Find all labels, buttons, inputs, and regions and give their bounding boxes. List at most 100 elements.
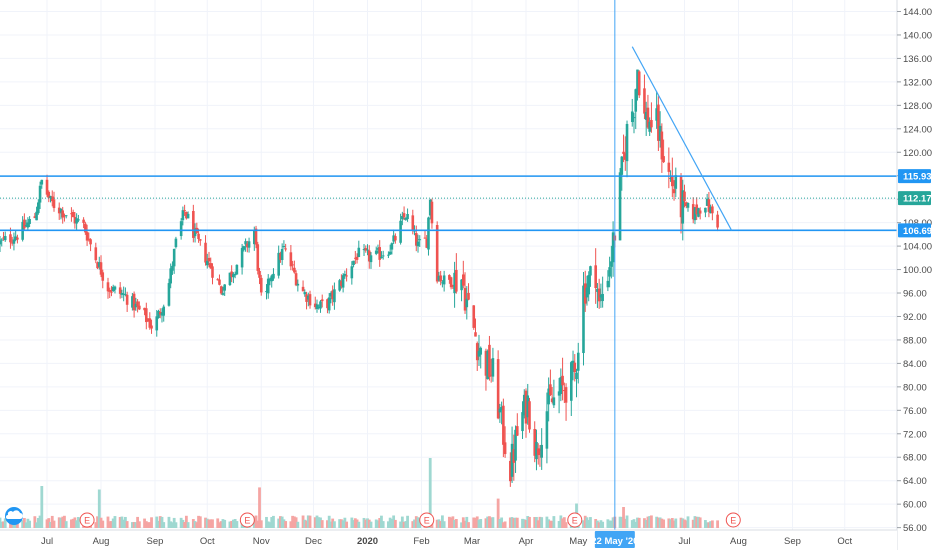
- volume-bar: [364, 519, 368, 528]
- volume-bar: [108, 521, 112, 528]
- volume-bar: [327, 515, 331, 528]
- candle-body: [345, 275, 348, 277]
- candle-body: [232, 273, 235, 278]
- candle-body: [441, 282, 444, 284]
- volume-bar: [28, 520, 32, 528]
- volume-bar: [352, 520, 355, 528]
- volume-bar: [219, 521, 223, 528]
- candle-body: [172, 248, 176, 267]
- volume-bar: [50, 515, 54, 528]
- volume-bar: [716, 520, 719, 528]
- candle-body: [589, 266, 592, 276]
- candle-body: [557, 391, 561, 396]
- volume-bar: [404, 521, 408, 528]
- volume-bar: [345, 521, 349, 528]
- candle-body: [106, 282, 110, 292]
- earnings-marker-label: E: [572, 516, 578, 526]
- time-tick-label: 2020: [357, 536, 378, 547]
- candle-body: [341, 275, 345, 288]
- volume-bar: [195, 522, 199, 528]
- candle-body: [498, 408, 502, 413]
- volume-bar: [378, 518, 382, 528]
- trend-line[interactable]: [631, 46, 733, 231]
- earnings-marker-label: E: [84, 516, 90, 526]
- price-tick-label: 80.00: [903, 382, 927, 393]
- candle-body: [12, 239, 16, 244]
- volume-bar: [230, 520, 234, 528]
- volume-bar: [437, 519, 441, 528]
- candle-body: [475, 343, 479, 361]
- volume-bar: [479, 519, 483, 528]
- candle-body: [378, 247, 382, 260]
- candle-body: [650, 119, 653, 128]
- candle-body: [162, 306, 166, 316]
- volume-bar: [693, 516, 697, 528]
- candle-body: [477, 350, 481, 357]
- volume-bar: [235, 521, 239, 528]
- candle-body: [303, 292, 307, 295]
- earnings-marker-icon[interactable]: [239, 512, 255, 528]
- volume-bar: [73, 517, 77, 528]
- candle-body: [174, 238, 178, 248]
- earnings-marker-icon[interactable]: [567, 512, 583, 528]
- volume-bar: [670, 518, 674, 528]
- candle-body: [462, 274, 465, 286]
- candle-body: [510, 443, 514, 477]
- candle-body: [491, 358, 495, 377]
- candle-body: [376, 248, 380, 250]
- volume-bar: [559, 515, 563, 528]
- volume-bar: [76, 517, 80, 528]
- candle-body: [350, 266, 354, 279]
- candle-body: [576, 352, 580, 371]
- earnings-marker-label: E: [424, 516, 430, 526]
- volume-bar: [191, 519, 195, 528]
- volume-bar: [632, 519, 636, 528]
- candle-body: [355, 256, 359, 260]
- candle-body: [514, 429, 517, 461]
- candle-body: [185, 211, 188, 219]
- price-tick-label: 60.00: [903, 500, 927, 511]
- volume-bar: [622, 507, 625, 528]
- price-level-tag[interactable]: [898, 169, 931, 184]
- volume-bar: [120, 516, 124, 528]
- volume-bar: [536, 520, 540, 528]
- price-tick-label: 136.00: [903, 54, 932, 65]
- earnings-marker-icon[interactable]: [79, 512, 95, 528]
- candle-body: [317, 306, 321, 308]
- volume-bar: [501, 522, 505, 528]
- volume-bar: [218, 522, 221, 528]
- price-tick-label: 76.00: [903, 406, 927, 417]
- candle-body: [89, 239, 92, 245]
- volume-bar: [70, 519, 73, 528]
- volume-bar: [634, 521, 638, 528]
- candle-body: [406, 214, 409, 220]
- volume-bar: [489, 517, 493, 528]
- candle-body: [40, 179, 44, 185]
- price-level-tag[interactable]: [898, 191, 931, 206]
- volume-bar: [695, 516, 699, 528]
- volume-bar: [36, 517, 40, 528]
- volume-bar: [413, 519, 416, 528]
- price-level-tag[interactable]: [898, 223, 931, 238]
- candle-body: [131, 296, 134, 308]
- candle-body: [601, 293, 604, 302]
- volume-bar: [160, 516, 164, 528]
- candle-body: [71, 211, 75, 218]
- candle-body: [289, 252, 293, 267]
- candle-body: [99, 262, 103, 275]
- volume-bar: [650, 515, 653, 528]
- earnings-marker-icon[interactable]: [419, 512, 435, 528]
- candle-body: [439, 275, 442, 282]
- volume-bar: [562, 517, 566, 528]
- candle-body: [118, 287, 122, 294]
- volume-bar: [643, 518, 646, 528]
- volume-bar: [277, 518, 281, 528]
- volume-bar: [367, 519, 371, 528]
- candle-body: [120, 293, 124, 295]
- volume-bar: [658, 517, 662, 528]
- earnings-marker-icon[interactable]: [725, 512, 741, 528]
- volume-bar: [561, 518, 564, 528]
- candle-body: [535, 441, 538, 460]
